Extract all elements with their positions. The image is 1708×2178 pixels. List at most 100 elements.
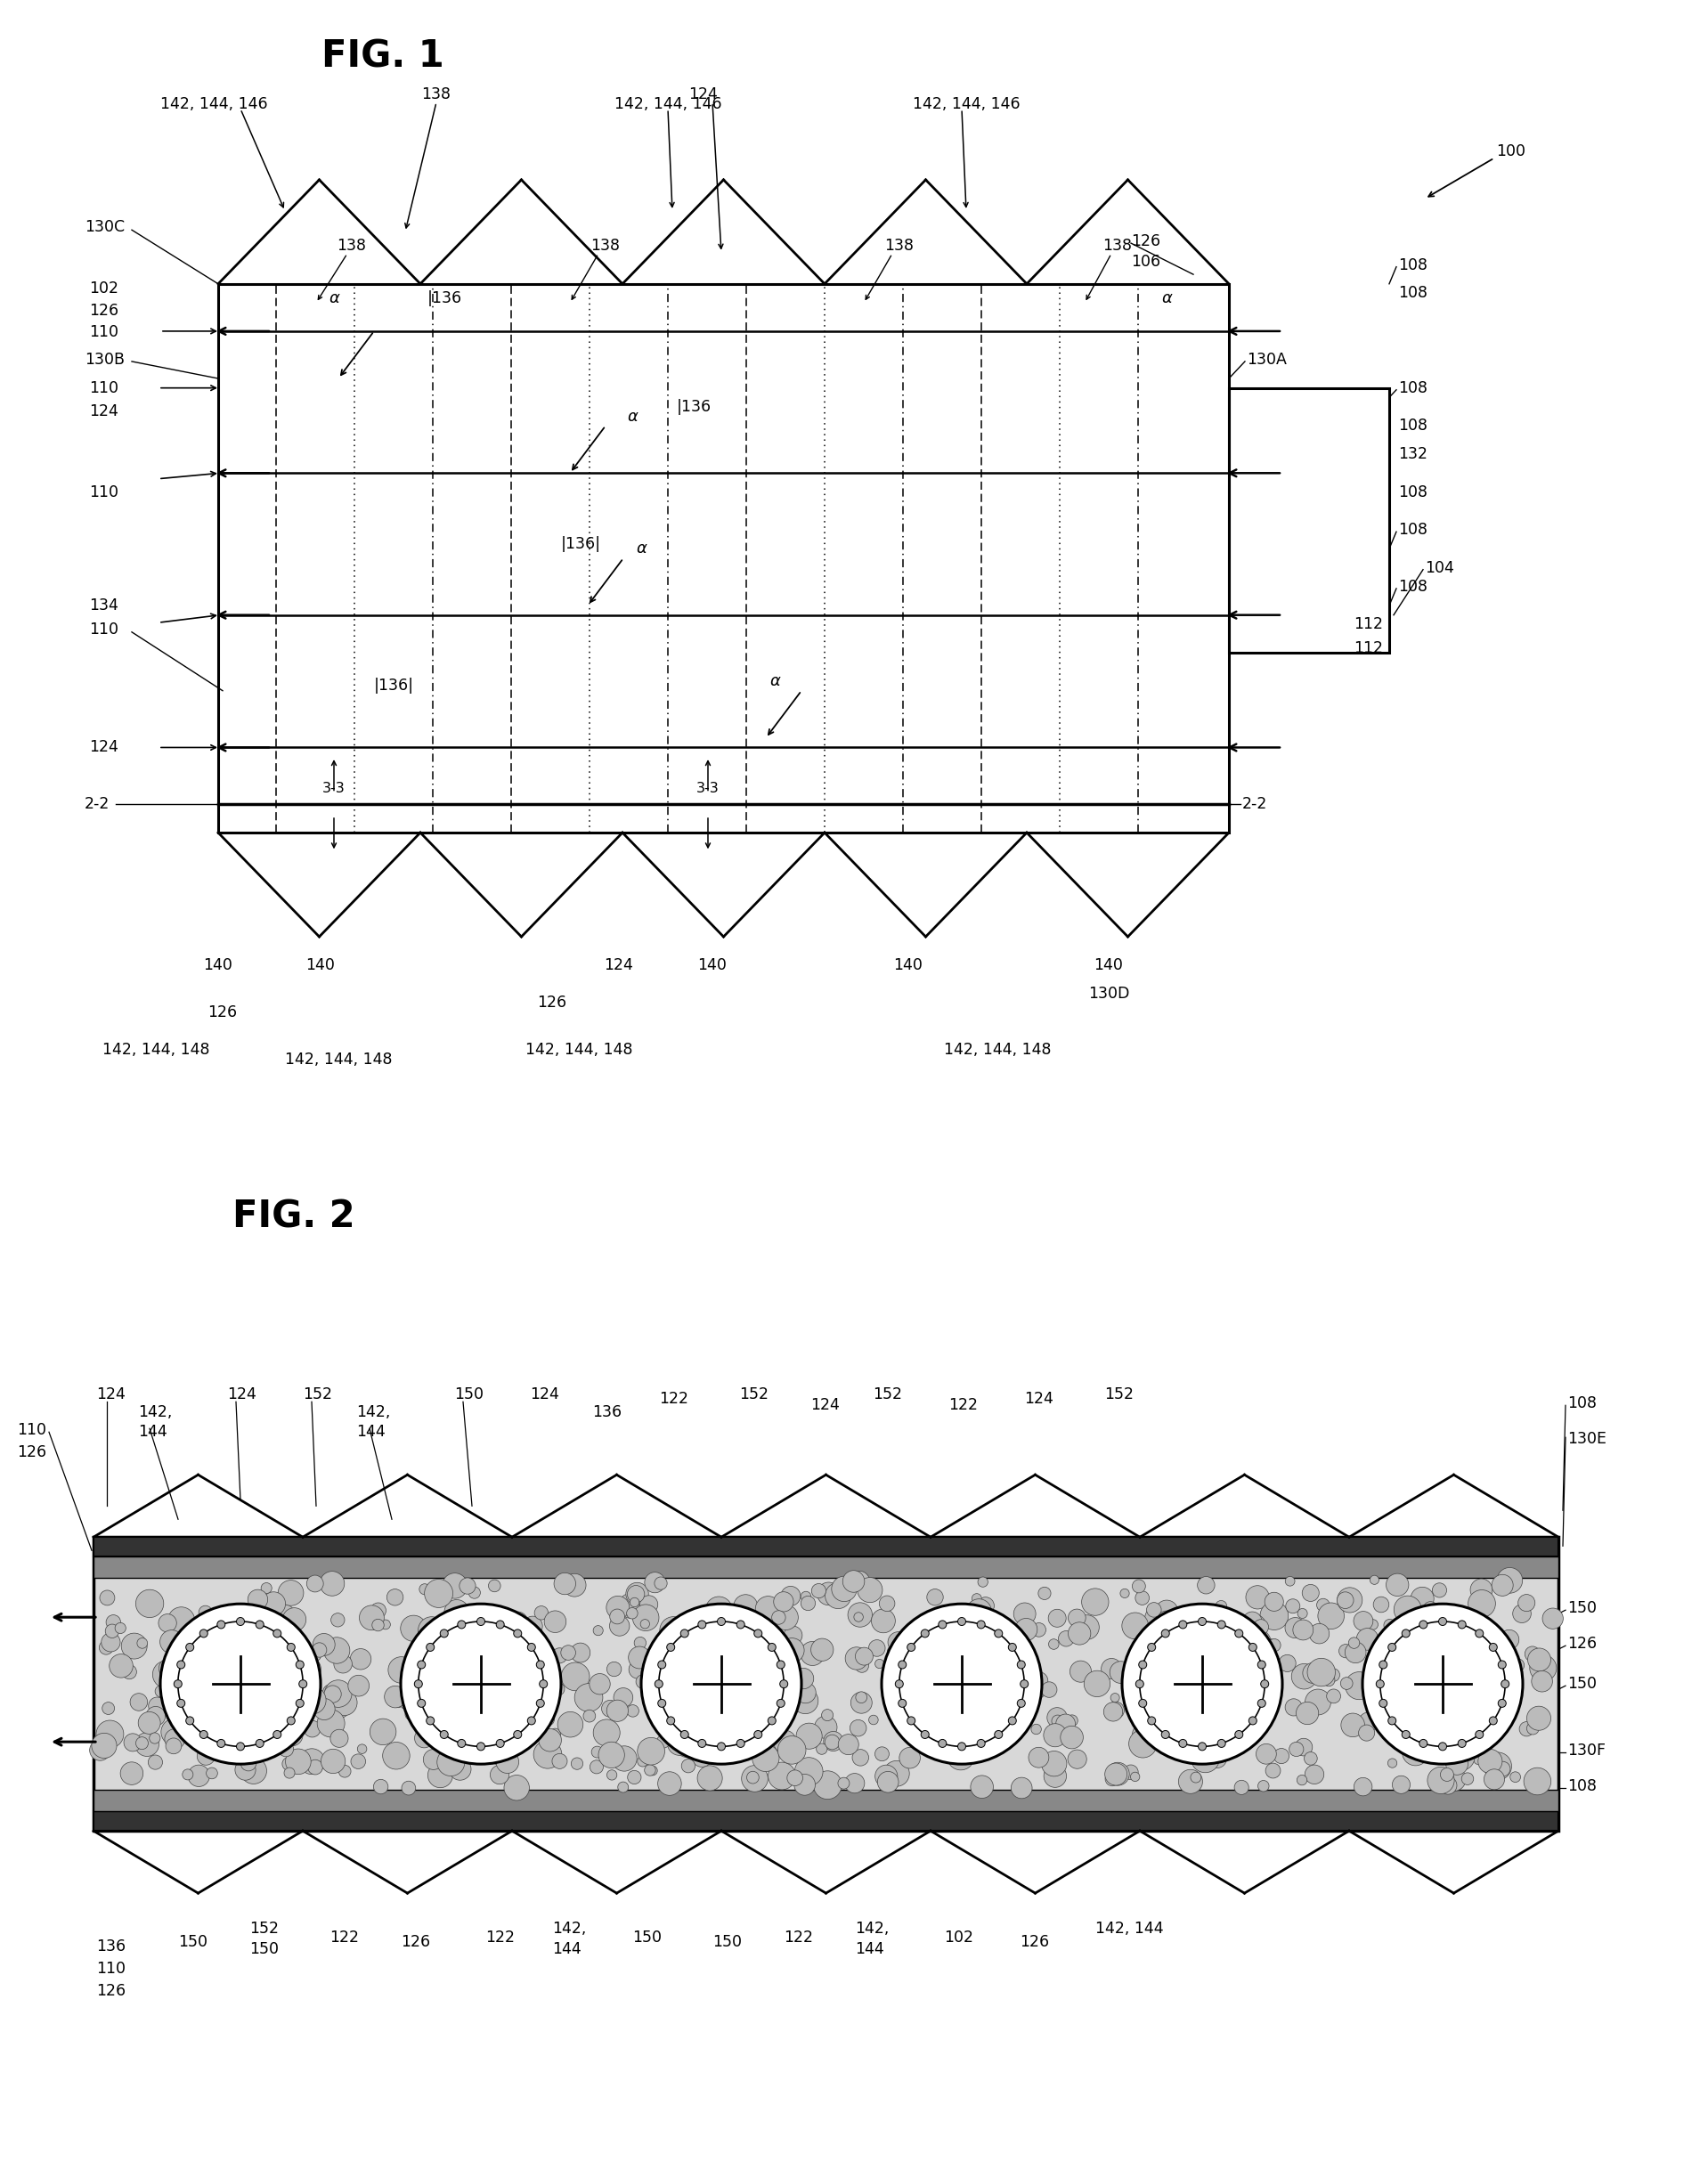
Text: 110: 110	[17, 1422, 46, 1437]
Circle shape	[1293, 1620, 1313, 1640]
Circle shape	[874, 1747, 890, 1762]
Circle shape	[753, 1732, 762, 1738]
Circle shape	[907, 1618, 931, 1642]
Circle shape	[1477, 1668, 1501, 1694]
Circle shape	[1337, 1592, 1354, 1610]
Circle shape	[1489, 1716, 1498, 1725]
Circle shape	[722, 1634, 741, 1653]
Text: 150: 150	[1568, 1601, 1597, 1616]
Text: 138: 138	[336, 237, 367, 255]
Circle shape	[500, 1714, 514, 1727]
Circle shape	[977, 1577, 987, 1588]
Circle shape	[427, 1642, 434, 1651]
Circle shape	[304, 1721, 321, 1738]
Text: α: α	[770, 673, 781, 688]
Circle shape	[977, 1620, 986, 1629]
Circle shape	[1377, 1679, 1383, 1688]
Circle shape	[895, 1679, 904, 1688]
Circle shape	[801, 1642, 825, 1666]
Circle shape	[102, 1703, 114, 1714]
Text: 138: 138	[885, 237, 914, 255]
Circle shape	[1339, 1644, 1353, 1657]
Text: 142, 144, 148: 142, 144, 148	[945, 1043, 1050, 1059]
Circle shape	[323, 1638, 350, 1664]
Circle shape	[936, 1692, 960, 1716]
Circle shape	[1254, 1620, 1269, 1636]
Circle shape	[1148, 1642, 1156, 1651]
Circle shape	[666, 1642, 675, 1651]
Circle shape	[570, 1758, 582, 1769]
Circle shape	[99, 1640, 113, 1655]
Circle shape	[958, 1668, 984, 1694]
Circle shape	[699, 1673, 722, 1697]
Circle shape	[415, 1679, 422, 1688]
Circle shape	[514, 1690, 533, 1708]
Circle shape	[793, 1668, 813, 1688]
Circle shape	[1363, 1603, 1524, 1764]
Text: |136: |136	[676, 399, 712, 414]
Circle shape	[1249, 1716, 1257, 1725]
Circle shape	[1167, 1723, 1187, 1742]
Circle shape	[707, 1625, 722, 1642]
Circle shape	[1455, 1749, 1464, 1760]
Circle shape	[728, 1642, 740, 1653]
Circle shape	[967, 1599, 992, 1625]
Text: 142, 144, 146: 142, 144, 146	[912, 96, 1020, 111]
Circle shape	[856, 1647, 873, 1666]
Circle shape	[1524, 1769, 1551, 1795]
Circle shape	[92, 1734, 116, 1758]
Circle shape	[1161, 1629, 1170, 1638]
Circle shape	[883, 1760, 909, 1786]
Circle shape	[1180, 1699, 1199, 1718]
Circle shape	[1389, 1758, 1397, 1769]
Circle shape	[495, 1712, 507, 1725]
Circle shape	[1261, 1601, 1288, 1629]
Circle shape	[1411, 1610, 1424, 1623]
Circle shape	[823, 1732, 844, 1751]
Circle shape	[202, 1657, 225, 1679]
Circle shape	[348, 1675, 369, 1697]
Circle shape	[816, 1742, 827, 1755]
Circle shape	[769, 1762, 796, 1790]
Circle shape	[772, 1640, 786, 1655]
Circle shape	[741, 1766, 769, 1792]
Circle shape	[338, 1764, 350, 1777]
Circle shape	[1389, 1666, 1404, 1681]
Circle shape	[953, 1701, 972, 1721]
Circle shape	[794, 1775, 815, 1795]
Circle shape	[106, 1625, 120, 1638]
Circle shape	[774, 1605, 798, 1629]
Circle shape	[318, 1710, 345, 1738]
Circle shape	[1527, 1649, 1551, 1671]
Circle shape	[680, 1732, 688, 1738]
Circle shape	[1155, 1727, 1172, 1742]
Circle shape	[227, 1616, 237, 1627]
Circle shape	[748, 1653, 770, 1675]
Circle shape	[265, 1668, 292, 1697]
Circle shape	[822, 1710, 834, 1721]
Circle shape	[629, 1660, 647, 1679]
Circle shape	[613, 1688, 634, 1708]
Circle shape	[1197, 1653, 1220, 1675]
Circle shape	[680, 1629, 688, 1638]
Circle shape	[840, 1577, 851, 1590]
Circle shape	[781, 1679, 787, 1688]
Circle shape	[325, 1679, 352, 1708]
Circle shape	[169, 1647, 190, 1666]
Circle shape	[921, 1629, 929, 1638]
Circle shape	[1327, 1690, 1341, 1703]
Circle shape	[907, 1642, 915, 1651]
Circle shape	[483, 1664, 506, 1686]
Circle shape	[610, 1616, 630, 1636]
Circle shape	[1158, 1612, 1173, 1627]
Circle shape	[220, 1636, 244, 1660]
Text: 142,: 142,	[552, 1921, 586, 1936]
Circle shape	[415, 1729, 434, 1747]
Circle shape	[273, 1732, 282, 1738]
Circle shape	[1001, 1660, 1030, 1688]
Circle shape	[1069, 1662, 1091, 1681]
Circle shape	[1160, 1701, 1170, 1712]
Circle shape	[285, 1749, 311, 1775]
Circle shape	[627, 1607, 637, 1618]
Circle shape	[627, 1705, 639, 1716]
